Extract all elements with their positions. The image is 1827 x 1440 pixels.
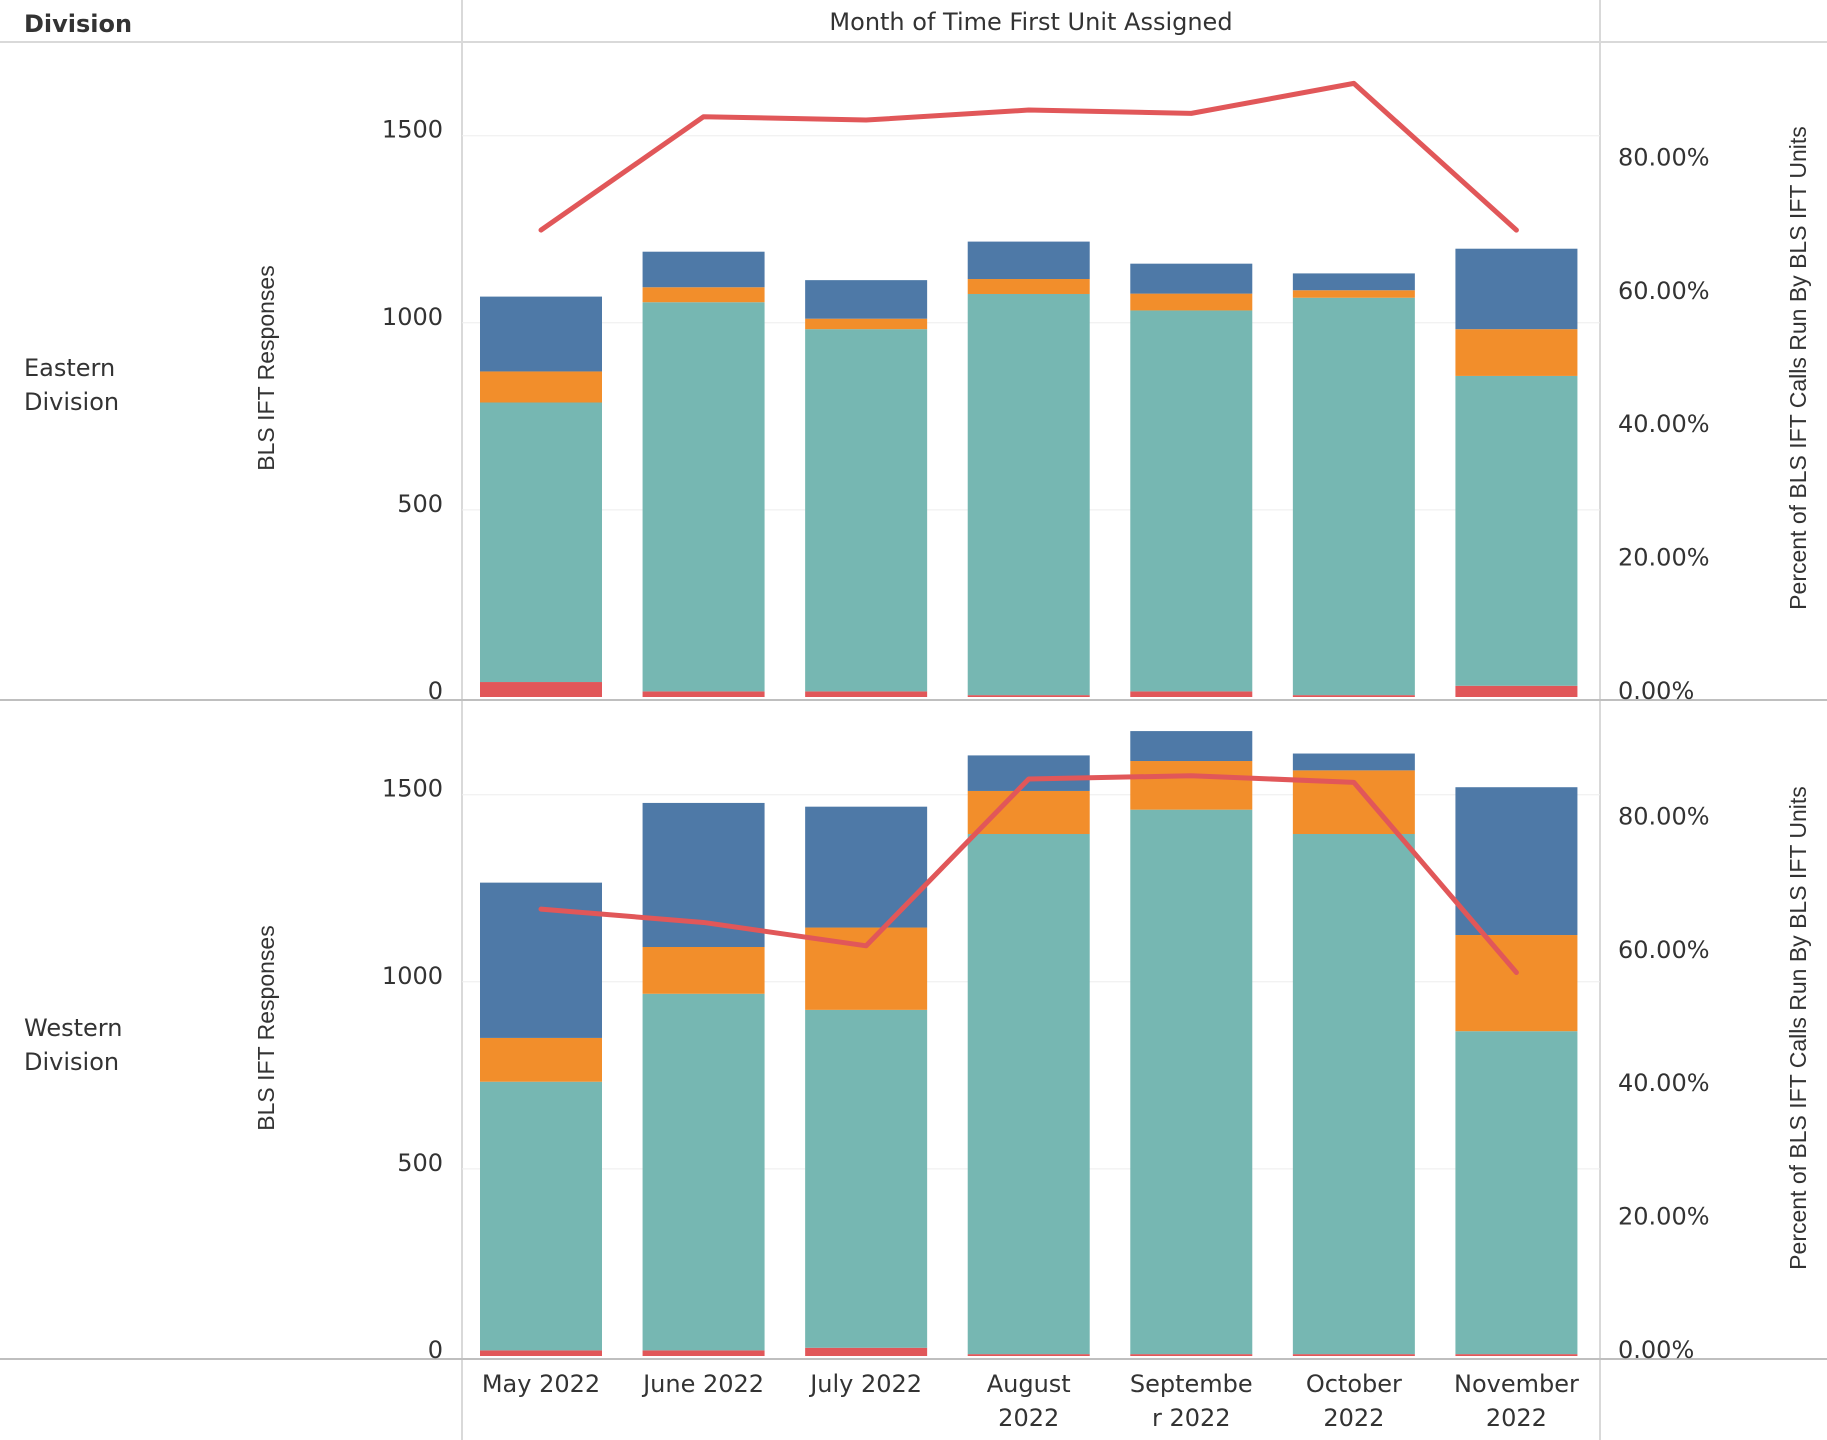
y2-tick-label: 20.00%: [1618, 1203, 1710, 1231]
y-tick-label: 500: [397, 490, 443, 518]
column-title: Month of Time First Unit Assigned: [829, 8, 1232, 36]
y2-tick-label: 60.00%: [1618, 936, 1710, 964]
y-tick-label: 1000: [382, 303, 443, 331]
x-tick-label: August: [987, 1370, 1071, 1398]
y-tick-label: 1500: [382, 775, 443, 803]
bar-segment: [805, 1009, 928, 1348]
bar-segment: [642, 802, 765, 947]
y2-tick-label: 80.00%: [1618, 143, 1710, 171]
bar-segment: [1455, 1354, 1578, 1356]
y-tick-label: 0: [428, 1336, 443, 1364]
x-tick-label: November: [1454, 1370, 1579, 1398]
bar-segment: [805, 806, 928, 928]
bar-segment: [805, 329, 928, 692]
bar-segment: [1130, 310, 1253, 692]
y-tick-label: 1500: [382, 116, 443, 144]
bar-segment: [967, 279, 1090, 294]
bar-segment: [805, 1347, 928, 1356]
division-header: Division: [24, 10, 132, 38]
bar-segment: [1455, 329, 1578, 376]
bar-segment: [642, 946, 765, 994]
bar-segment: [1455, 248, 1578, 330]
x-tick-label: June 2022: [641, 1370, 764, 1398]
y2-axis-title: Percent of BLS IFT Calls Run By BLS IFT …: [1785, 786, 1811, 1270]
y2-tick-label: 40.00%: [1618, 410, 1710, 438]
y-tick-label: 1000: [382, 962, 443, 990]
bar-segment: [1455, 935, 1578, 1032]
bar-segment: [967, 755, 1090, 791]
bar-segment: [805, 280, 928, 319]
bar-segment: [1292, 833, 1415, 1355]
x-tick-label: October: [1306, 1370, 1402, 1398]
y2-tick-label: 40.00%: [1618, 1069, 1710, 1097]
bar-segment: [480, 1081, 602, 1351]
y2-tick-label: 0.00%: [1618, 1336, 1694, 1364]
bar-segment: [642, 302, 765, 692]
bar-segment: [642, 1350, 765, 1356]
bar-segment: [967, 293, 1090, 696]
bar-segment: [967, 241, 1090, 280]
x-tick-label: 2022: [1323, 1404, 1384, 1432]
bar-segment: [967, 695, 1090, 697]
y2-tick-label: 80.00%: [1618, 802, 1710, 830]
bar-segment: [1292, 695, 1415, 697]
bar-segment: [1455, 375, 1578, 686]
x-tick-label: July 2022: [808, 1370, 922, 1398]
bar-segment: [967, 1354, 1090, 1356]
bar-segment: [1130, 809, 1253, 1355]
bar-segment: [1292, 297, 1415, 696]
bar-segment: [805, 691, 928, 697]
row-label: Division: [24, 388, 119, 416]
bar-segment: [642, 691, 765, 697]
bar-segment: [642, 287, 765, 303]
y-axis-title: BLS IFT Responses: [253, 925, 279, 1130]
bar-marks: [480, 241, 1578, 1356]
bar-segment: [1130, 293, 1253, 311]
bar-segment: [1292, 273, 1415, 291]
bar-segment: [805, 318, 928, 330]
bar-segment: [1292, 753, 1415, 771]
percent-line: [538, 80, 1519, 233]
bar-segment: [480, 296, 602, 372]
y-tick-label: 0: [428, 677, 443, 705]
x-tick-label: May 2022: [482, 1370, 600, 1398]
axis-labels: 0 500 1000 1500 0.00% 20.00% 40.00% 60.00% 80.00…: [24, 116, 1811, 1432]
y2-tick-label: 60.00%: [1618, 277, 1710, 305]
x-tick-label: 2022: [1486, 1404, 1547, 1432]
x-tick-label: 2022: [998, 1404, 1059, 1432]
bar-segment: [1130, 691, 1253, 697]
row-label: Division: [24, 1048, 119, 1076]
bar-segment: [480, 402, 602, 683]
bar-segment: [1455, 685, 1578, 697]
y2-tick-label: 20.00%: [1618, 544, 1710, 572]
x-tick-label: Septembe: [1130, 1370, 1253, 1398]
bar-segment: [1130, 1354, 1253, 1356]
bar-segment: [480, 1350, 602, 1356]
line-marks: [538, 80, 1519, 975]
bar-segment: [1130, 263, 1253, 294]
y-axis-title: BLS IFT Responses: [253, 265, 279, 470]
bar-segment: [642, 993, 765, 1351]
y-tick-label: 500: [397, 1149, 443, 1177]
bar-segment: [1130, 731, 1253, 762]
y2-axis-title: Percent of BLS IFT Calls Run By BLS IFT …: [1785, 126, 1811, 610]
row-label: Eastern: [24, 354, 115, 382]
bar-segment: [480, 682, 602, 697]
bar-segment: [1292, 290, 1415, 298]
bar-segment: [967, 790, 1090, 834]
y2-tick-label: 0.00%: [1618, 677, 1694, 705]
percent-line: [538, 773, 1519, 975]
bar-segment: [967, 833, 1090, 1355]
x-tick-label: r 2022: [1152, 1404, 1231, 1432]
bar-segment: [480, 371, 602, 403]
bar-segment: [1455, 1031, 1578, 1355]
bar-segment: [642, 251, 765, 288]
bar-segment: [480, 1037, 602, 1082]
row-label: Western: [24, 1014, 122, 1042]
bar-segment: [1292, 1354, 1415, 1356]
bar-segment: [1130, 761, 1253, 810]
bar-segment: [480, 882, 602, 1038]
bar-segment: [1455, 787, 1578, 936]
